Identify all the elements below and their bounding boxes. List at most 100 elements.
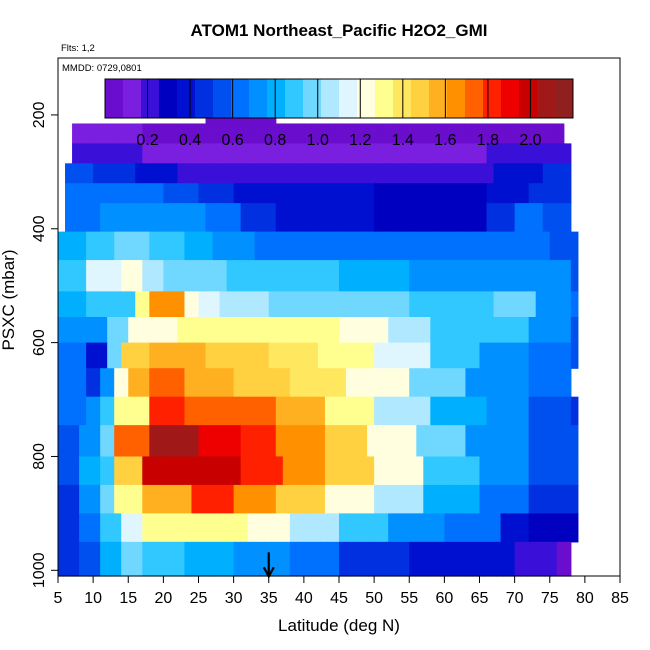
heatmap-cell <box>479 456 487 486</box>
heatmap-cell <box>69 396 76 426</box>
heatmap-cell <box>308 541 316 577</box>
heatmap-cell <box>302 513 309 543</box>
heatmap-cell <box>474 396 481 426</box>
heatmap-cell <box>469 183 476 204</box>
heatmap-cell <box>477 541 485 577</box>
heatmap-cell <box>190 368 198 398</box>
heatmap-cell <box>89 456 96 486</box>
heatmap-cell <box>469 513 477 543</box>
heatmap-cell <box>169 260 176 292</box>
heatmap-cell <box>442 342 450 369</box>
heatmap-cell <box>166 291 174 318</box>
heatmap-cell <box>123 203 131 233</box>
heatmap-cell <box>514 231 522 261</box>
heatmap-cell <box>528 317 536 344</box>
heatmap-cell <box>476 123 484 144</box>
heatmap-cell <box>275 203 283 233</box>
heatmap-cell <box>263 342 270 369</box>
heatmap-cell <box>479 484 487 514</box>
heatmap-cell <box>417 342 425 369</box>
heatmap-cell <box>337 396 344 426</box>
heatmap-cell <box>142 456 150 486</box>
heatmap-cell <box>451 203 458 233</box>
heatmap-cell <box>96 317 103 344</box>
heatmap-cell <box>326 541 334 577</box>
heatmap-cell <box>117 163 124 184</box>
heatmap-cell <box>462 143 470 164</box>
heatmap-cell <box>155 291 162 318</box>
heatmap-cell <box>84 541 91 577</box>
heatmap-cell <box>538 541 546 577</box>
heatmap-cell <box>128 183 135 204</box>
heatmap-cell <box>459 425 467 458</box>
heatmap-cell <box>165 163 172 184</box>
heatmap-cell <box>147 163 154 184</box>
heatmap-cell <box>471 123 478 144</box>
heatmap-cell <box>312 484 320 514</box>
heatmap-cell <box>511 260 519 292</box>
heatmap-cell <box>136 456 143 486</box>
heatmap-cell <box>293 342 301 369</box>
heatmap-cell <box>374 260 381 292</box>
heatmap-cell <box>327 260 334 292</box>
heatmap-cell <box>286 291 293 318</box>
heatmap-cell <box>522 342 530 369</box>
heatmap-cell <box>319 143 327 164</box>
heatmap-cell <box>522 396 530 426</box>
colorbar-tick-label: 1.6 <box>434 132 456 149</box>
heatmap-cell <box>324 484 332 514</box>
heatmap-cell <box>70 183 77 204</box>
heatmap-cell <box>219 291 227 318</box>
heatmap-cell <box>324 425 332 458</box>
heatmap-cell <box>343 143 350 164</box>
heatmap-cell <box>386 342 394 369</box>
heatmap-cell <box>91 342 98 369</box>
heatmap-cell <box>201 231 208 261</box>
heatmap-cell <box>238 260 246 292</box>
heatmap-cell <box>332 541 340 577</box>
heatmap-cell <box>475 291 482 318</box>
heatmap-cell <box>354 163 361 184</box>
heatmap-cell <box>236 143 243 164</box>
heatmap-cell <box>488 123 495 144</box>
heatmap-cell <box>321 291 328 318</box>
heatmap-cell <box>456 163 464 184</box>
colorbar-swatch <box>177 79 196 118</box>
heatmap-cell <box>394 317 401 344</box>
heatmap-cell <box>264 368 272 398</box>
heatmap-cell <box>118 143 126 164</box>
heatmap-cell <box>356 183 364 204</box>
heatmap-cell <box>432 231 440 261</box>
heatmap-cell <box>101 317 108 344</box>
heatmap-cell <box>114 291 121 318</box>
heatmap-cell <box>534 396 542 426</box>
heatmap-cell <box>339 291 346 318</box>
heatmap-cell <box>314 541 322 577</box>
heatmap-cell <box>320 513 328 543</box>
heatmap-cell <box>268 260 276 292</box>
heatmap-cell <box>286 183 293 204</box>
heatmap-cell <box>240 203 248 233</box>
heatmap-cell <box>367 342 375 369</box>
heatmap-cell <box>498 183 506 204</box>
heatmap-cell <box>168 342 175 369</box>
heatmap-cell <box>233 541 241 577</box>
heatmap-cell <box>285 123 293 144</box>
heatmap-cell <box>397 291 404 318</box>
heatmap-cell <box>202 368 210 398</box>
heatmap-cell <box>523 291 531 318</box>
heatmap-cell <box>438 513 445 543</box>
heatmap-cell <box>374 183 381 204</box>
heatmap-cell <box>82 203 90 233</box>
heatmap-cell <box>160 484 168 514</box>
heatmap-cell <box>137 541 143 577</box>
heatmap-cell <box>440 541 448 577</box>
heatmap-cell <box>335 163 343 184</box>
heatmap-cell <box>114 456 121 486</box>
heatmap-cell <box>324 231 331 261</box>
heatmap-cell <box>180 425 187 458</box>
heatmap-cell <box>179 513 187 543</box>
x-tick-label: 45 <box>330 590 348 607</box>
heatmap-cell <box>275 484 283 514</box>
heatmap-cell <box>536 163 544 184</box>
